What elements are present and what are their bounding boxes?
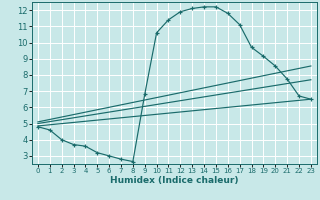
X-axis label: Humidex (Indice chaleur): Humidex (Indice chaleur) xyxy=(110,176,239,185)
